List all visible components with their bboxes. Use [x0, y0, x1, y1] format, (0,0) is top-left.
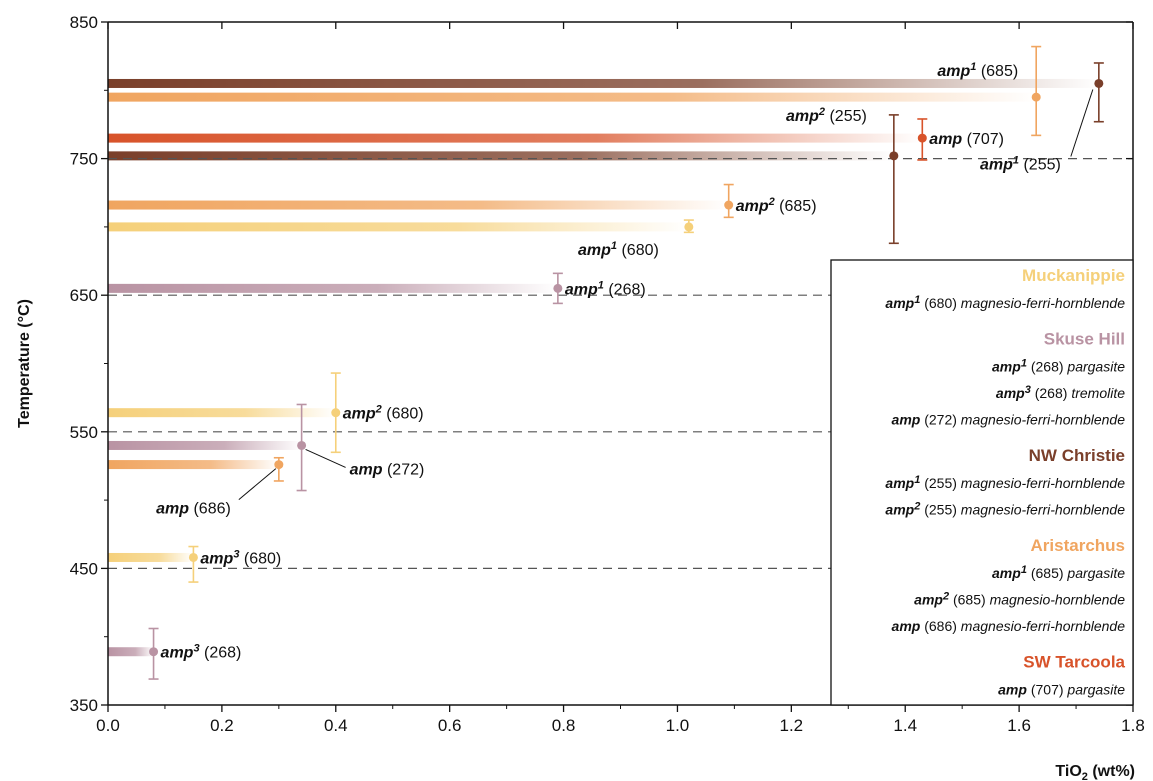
data-marker — [917, 133, 927, 143]
legend-entry: amp (707) pargasite — [998, 682, 1125, 698]
point-label: amp (686) — [156, 501, 231, 518]
bar-skuse-hill-6 — [108, 283, 558, 293]
legend-entry: amp1 (268) pargasite — [992, 358, 1125, 375]
data-marker — [724, 200, 734, 210]
data-points — [148, 45, 1104, 680]
legend: Muckanippie amp1 (680) magnesio-ferri-hor… — [830, 259, 1134, 706]
point-aristarchus-9 — [273, 456, 284, 482]
legend-group-title: Skuse Hill — [1044, 330, 1125, 349]
point-labels: amp1 (685) amp1 (255) amp2 (255) amp (707) a… — [156, 61, 1094, 662]
y-tick-label: 650 — [70, 286, 98, 305]
data-marker — [297, 440, 307, 450]
data-marker — [1031, 92, 1041, 102]
point-label: amp3 (680) — [200, 548, 281, 567]
y-tick-label: 450 — [70, 559, 98, 578]
bar-sw-tarcoola-3 — [108, 133, 923, 143]
legend-entry: amp (272) magnesio-ferri-hornblende — [892, 412, 1126, 428]
legend-group-title: Muckanippie — [1022, 266, 1125, 285]
point-label: amp1 (680) — [578, 240, 659, 259]
data-marker — [149, 647, 159, 657]
point-label: amp3 (268) — [161, 643, 242, 662]
point-label: amp1 (268) — [565, 279, 646, 298]
x-tick-label: 1.2 — [780, 716, 804, 735]
x-axis-title: TiO2 (wt%) — [1055, 763, 1135, 781]
point-skuse-hill-8 — [296, 403, 307, 492]
label-leader-line — [1070, 89, 1094, 157]
data-marker — [889, 151, 899, 161]
point-label: amp1 (685) — [937, 61, 1018, 80]
data-marker — [1094, 78, 1104, 88]
point-nw-christie-2 — [888, 114, 899, 245]
y-tick-label: 550 — [70, 423, 98, 442]
legend-entry: amp (686) magnesio-ferri-hornblende — [892, 618, 1126, 634]
y-tick-label: 750 — [70, 150, 98, 169]
point-muckanippie-10 — [188, 545, 199, 583]
legend-box — [830, 259, 1134, 706]
x-tick-label: 0.6 — [438, 716, 462, 735]
x-tick-label: 1.4 — [893, 716, 917, 735]
point-label: amp2 (680) — [343, 404, 424, 423]
point-skuse-hill-11 — [148, 627, 159, 680]
y-tick-label: 850 — [70, 13, 98, 32]
y-axis-title: Temperature (°C) — [16, 299, 33, 428]
x-tick-label: 0.0 — [96, 716, 120, 735]
bar-muckanippie-10 — [108, 552, 194, 562]
legend-group-title: Aristarchus — [1031, 536, 1125, 555]
point-aristarchus-0 — [1031, 45, 1042, 137]
bar-nw-christie-2 — [108, 151, 894, 161]
bar-aristarchus-0 — [108, 92, 1037, 102]
legend-group-title: SW Tarcoola — [1023, 653, 1125, 672]
legend-entry: amp1 (255) magnesio-ferri-hornblende — [885, 474, 1125, 491]
point-label: amp2 (685) — [736, 196, 817, 215]
point-label: amp1 (255) — [980, 154, 1061, 173]
x-tick-label: 1.0 — [666, 716, 690, 735]
legend-entry: amp1 (685) pargasite — [992, 564, 1125, 581]
legend-entry: amp1 (680) magnesio-ferri-hornblende — [885, 294, 1125, 311]
bar-nw-christie-1 — [108, 78, 1099, 88]
data-marker — [684, 222, 694, 232]
bar-aristarchus-4 — [108, 200, 729, 210]
point-skuse-hill-6 — [552, 272, 563, 305]
legend-entry: amp2 (255) magnesio-ferri-hornblende — [885, 501, 1125, 518]
legend-entry: amp2 (685) magnesio-hornblende — [914, 591, 1125, 608]
bar-aristarchus-9 — [108, 460, 279, 470]
bar-skuse-hill-8 — [108, 440, 302, 450]
y-tick-label: 350 — [70, 696, 98, 715]
x-tick-label: 1.8 — [1121, 716, 1145, 735]
legend-entry: amp3 (268) tremolite — [996, 384, 1125, 401]
point-muckanippie-5 — [683, 219, 694, 234]
reference-lines — [108, 158, 1133, 570]
point-sw-tarcoola-3 — [917, 118, 928, 161]
bar-skuse-hill-11 — [108, 647, 154, 657]
x-tick-label: 0.8 — [552, 716, 576, 735]
point-label: amp2 (255) — [786, 106, 867, 125]
data-marker — [188, 552, 198, 562]
x-tick-label: 0.4 — [324, 716, 348, 735]
data-marker — [274, 460, 284, 470]
legend-group-title: NW Christie — [1029, 446, 1125, 465]
bar-muckanippie-7 — [108, 408, 336, 418]
label-leader-line — [305, 449, 346, 468]
point-label: amp (272) — [350, 461, 425, 478]
point-label: amp (707) — [929, 131, 1004, 148]
data-marker — [331, 408, 341, 418]
point-nw-christie-1 — [1093, 62, 1104, 123]
point-aristarchus-4 — [723, 183, 734, 219]
label-leader-line — [238, 468, 277, 500]
point-muckanippie-7 — [330, 372, 341, 454]
bar-muckanippie-5 — [108, 222, 689, 232]
data-marker — [553, 283, 563, 293]
gradient-bars — [108, 78, 1099, 657]
x-tick-label: 1.6 — [1007, 716, 1031, 735]
x-tick-label: 0.2 — [210, 716, 234, 735]
